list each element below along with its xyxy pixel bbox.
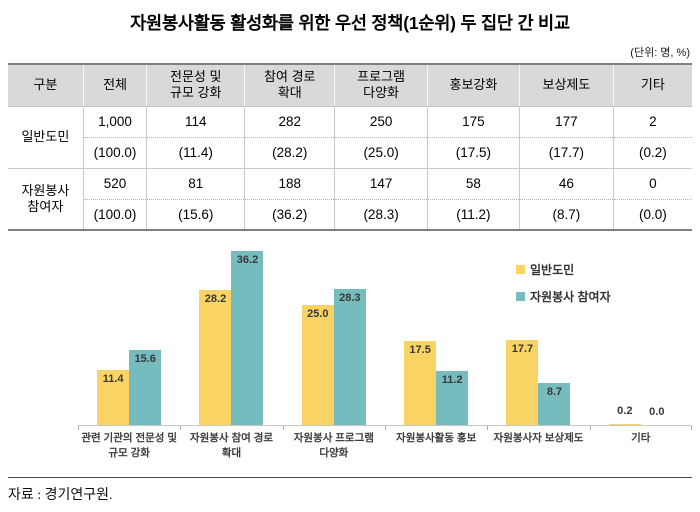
source-note: 자료 : 경기연구원. [8, 488, 113, 503]
bar-group: 17.7 8.7 [487, 340, 589, 425]
bar-value-label: 15.6 [134, 353, 156, 366]
bar-value-label: 36.2 [236, 254, 259, 267]
count-cell: 147 [334, 168, 428, 200]
bar-group: 0.2 0.0 [590, 405, 692, 425]
legend-swatch-icon [516, 292, 525, 301]
axis-category-label: 기타 [589, 426, 693, 464]
percent-cell: (17.5) [426, 137, 520, 169]
bar: 17.5 [404, 341, 437, 425]
count-cell: 177 [519, 106, 614, 138]
count-cell: 2 [612, 106, 692, 138]
legend-swatch-icon [516, 265, 525, 274]
table-header-row: 구분 전체 전문성 및 규모 강화 참여 경로 확대 프로그램 다양화 홍보강화 보상제도 기… [8, 64, 692, 107]
percent-cell: (8.7) [519, 199, 614, 231]
bar-group: 11.4 15.6 [78, 350, 180, 425]
bar-value-label: 28.2 [204, 292, 227, 305]
percent-cell: (11.4) [146, 137, 245, 169]
chart-axis-labels: 관련 기관의 전문성 및 규모 강화 자원봉사 참여 경로 확대 자원봉사 프로그램… [78, 425, 693, 464]
table-row-percents: (100.0) (11.4) (28.2) (25.0) (17.5) (17.7) (0.… [8, 137, 692, 169]
percent-cell: (28.3) [334, 199, 428, 231]
bar-group: 25.0 28.3 [283, 289, 385, 425]
percent-cell: (17.7) [519, 137, 614, 169]
bar-value-label: 0.0 [649, 406, 665, 418]
chart-plot: 11.4 15.6 28.2 36.2 25.0 28.3 17.5 11.2 17.7 8.7 0… [78, 245, 692, 425]
percent-cell: (0.2) [612, 137, 692, 169]
column-header: 기타 [612, 64, 692, 107]
bar-value-label: 11.2 [441, 374, 463, 387]
column-header: 전체 [82, 64, 147, 107]
legend-label: 자원봉사 참여자 [530, 290, 611, 304]
count-cell: 250 [334, 106, 428, 138]
table-row-counts: 자원봉사 참여자 520 81 188 147 58 46 0 [8, 168, 692, 231]
axis-category-label: 자원봉사 프로그램 다양화 [282, 426, 385, 464]
bar: 28.3 [333, 289, 366, 425]
table-row-percents: (100.0) (15.6) (36.2) (28.3) (11.2) (8.7) (0.0… [8, 199, 692, 231]
bar: 0.2 [608, 405, 641, 425]
count-cell: 81 [146, 168, 245, 200]
legend-item: 자원봉사 참여자 [516, 288, 611, 305]
column-header: 구분 [8, 64, 84, 107]
count-cell: 0 [612, 168, 692, 200]
bar: 8.7 [538, 383, 571, 425]
percent-cell: (36.2) [244, 199, 335, 231]
count-cell: 58 [426, 168, 520, 200]
bar: 11.2 [436, 371, 469, 425]
bar: 25.0 [301, 305, 334, 425]
row-header: 일반도민 [8, 106, 84, 169]
percent-cell: (100.0) [82, 199, 147, 231]
row-header: 자원봉사 참여자 [8, 168, 84, 231]
axis-category-label: 자원봉사자 보상제도 [487, 426, 589, 464]
bar: 17.7 [506, 340, 539, 425]
count-cell: 114 [146, 106, 245, 138]
percent-cell: (11.2) [426, 199, 520, 231]
bar-value-label: 8.7 [546, 386, 563, 399]
page-title: 자원봉사활동 활성화를 위한 우선 정책(1순위) 두 집단 간 비교 [130, 13, 570, 33]
percent-cell: (15.6) [146, 199, 245, 231]
bar-group: 28.2 36.2 [180, 251, 282, 425]
bar-value-label: 28.3 [339, 292, 361, 305]
table-body: 일반도민 1,000 114 282 250 175 177 2 (100.0) (11.4) (2… [8, 106, 692, 231]
legend-label: 일반도민 [530, 263, 575, 277]
axis-category-label: 자원봉사활동 홍보 [384, 426, 487, 464]
percent-cell: (25.0) [334, 137, 428, 169]
percent-cell: (0.0) [612, 199, 692, 231]
bar: 36.2 [231, 251, 264, 425]
bar-group: 17.5 11.2 [385, 341, 487, 425]
bar-value-label: 11.4 [102, 373, 124, 386]
axis-category-label: 자원봉사 참여 경로 확대 [180, 426, 282, 464]
count-cell: 282 [244, 106, 335, 138]
unit-note: (단위: 명, %) [630, 47, 690, 59]
axis-category-label: 관련 기관의 전문성 및 규모 강화 [78, 426, 180, 464]
comparison-table: 구분 전체 전문성 및 규모 강화 참여 경로 확대 프로그램 다양화 홍보강화 보상제도 기… [8, 63, 692, 231]
bar-value-label: 0.2 [617, 405, 633, 418]
count-cell: 188 [244, 168, 335, 200]
count-cell: 520 [82, 168, 147, 200]
column-header: 홍보강화 [426, 64, 520, 107]
bar: 28.2 [199, 289, 232, 425]
bar-value-label: 17.7 [511, 343, 534, 356]
count-cell: 1,000 [82, 106, 147, 138]
bar-value-label: 25.0 [307, 308, 329, 320]
legend-item: 일반도민 [516, 261, 611, 278]
table-row-counts: 일반도민 1,000 114 282 250 175 177 2 [8, 106, 692, 169]
percent-cell: (100.0) [82, 137, 147, 169]
source-note-container: 자료 : 경기연구원. [8, 477, 692, 504]
bar-value-label: 17.5 [409, 344, 431, 356]
column-header: 참여 경로 확대 [244, 64, 335, 107]
column-header: 프로그램 다양화 [334, 64, 428, 107]
column-header: 보상제도 [519, 64, 614, 107]
count-cell: 46 [519, 168, 614, 200]
bar: 15.6 [129, 350, 162, 425]
count-cell: 175 [426, 106, 520, 138]
column-header: 전문성 및 규모 강화 [146, 64, 245, 107]
bar: 11.4 [97, 370, 130, 425]
percent-cell: (28.2) [244, 137, 335, 169]
